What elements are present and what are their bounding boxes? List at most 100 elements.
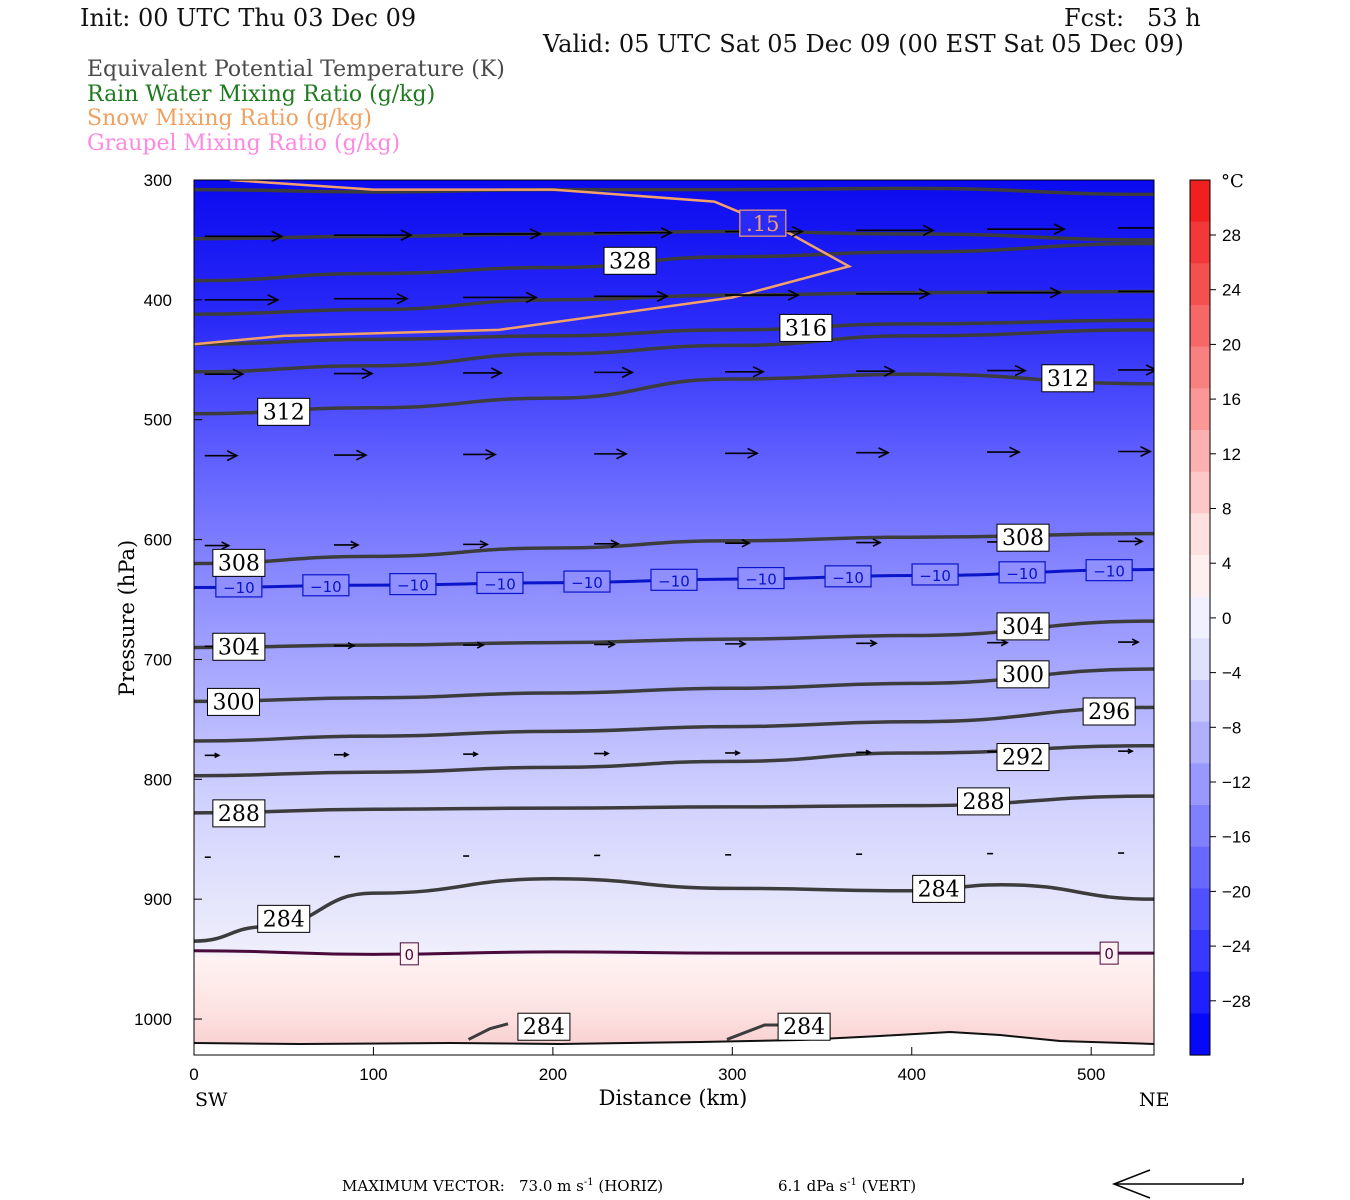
wind-vector <box>463 641 485 649</box>
colorbar-segment <box>1190 805 1210 848</box>
theta-e-contour-label: 284 <box>912 874 966 903</box>
wind-vector <box>204 230 284 243</box>
title-graupel: Graupel Mixing Ratio (g/kg) <box>87 131 401 156</box>
colorbar-segment <box>1190 888 1210 931</box>
horiz-vector-value: 73.0 m s-1 (HORIZ) <box>519 1177 663 1195</box>
colorbar-segment <box>1190 596 1210 639</box>
svg-text:308: 308 <box>218 551 260 576</box>
svg-text:284: 284 <box>783 1015 825 1040</box>
colorbar-segment <box>1190 846 1210 889</box>
wind-vector <box>594 227 673 239</box>
isotherm-label: −10 <box>215 575 263 598</box>
wind-vector <box>463 228 542 240</box>
svg-text:−10: −10 <box>1006 565 1038 583</box>
colorbar-segment <box>1190 346 1210 389</box>
wind-vector <box>1118 227 1154 229</box>
y-tick-label: 900 <box>144 890 172 909</box>
svg-text:−10: −10 <box>397 577 429 595</box>
wind-vector <box>1118 364 1154 376</box>
y-tick-label: 600 <box>144 531 172 550</box>
isotherm-label: −10 <box>737 566 785 590</box>
wind-vector <box>204 752 221 759</box>
theta-e-contour-label: 308 <box>996 523 1050 552</box>
wind-vector <box>463 448 497 461</box>
colorbar-segment <box>1190 555 1210 598</box>
x-tick-label: 500 <box>1077 1065 1105 1084</box>
colorbar-tick-label: −12 <box>1222 773 1251 792</box>
colorbar-tick-label: −8 <box>1222 718 1241 737</box>
wind-vector <box>856 749 872 756</box>
y-tick-label: 400 <box>144 291 172 310</box>
max-vector-label: MAXIMUM VECTOR: <box>342 1177 505 1195</box>
svg-text:312: 312 <box>1047 367 1089 392</box>
colorbar-tick-label: −28 <box>1222 992 1251 1011</box>
svg-text:−10: −10 <box>484 575 516 593</box>
isotherm-zero <box>194 949 1154 956</box>
colorbar-tick-label: −24 <box>1222 937 1251 956</box>
colorbar-segment <box>1190 971 1210 1014</box>
theta-e-contour-label: 308 <box>212 548 266 577</box>
colorbar-tick-label: −20 <box>1222 882 1251 901</box>
wind-vector <box>725 289 800 301</box>
wind-vector <box>333 292 409 305</box>
colorbar-tick-label: 24 <box>1222 281 1241 300</box>
isotherm-label: −10 <box>998 561 1046 584</box>
y-tick-label: 300 <box>144 171 172 190</box>
svg-text:316: 316 <box>785 316 827 341</box>
max-vector-arrow-icon <box>1111 1169 1244 1199</box>
theta-e-contour-312 <box>194 328 1154 374</box>
wind-vector <box>725 640 747 648</box>
colorbar-tick-label: −16 <box>1222 828 1251 847</box>
svg-text:0: 0 <box>1104 945 1114 963</box>
colorbar-segment <box>1190 263 1210 306</box>
colorbar-tick-label: 20 <box>1222 335 1241 354</box>
temperature-shading <box>194 180 1154 1055</box>
svg-text:300: 300 <box>1002 663 1044 688</box>
svg-text:288: 288 <box>963 790 1005 815</box>
wind-vector <box>987 286 1062 299</box>
wind-vector <box>204 294 280 306</box>
svg-text:304: 304 <box>1002 615 1044 640</box>
colorbar-segment <box>1190 680 1210 723</box>
x-tick-label: 0 <box>189 1065 198 1084</box>
wind-vector <box>333 367 374 380</box>
svg-text:−10: −10 <box>919 567 951 585</box>
isotherm-label: −10 <box>389 573 437 596</box>
colorbar-segment <box>1190 388 1210 431</box>
svg-text:−10: −10 <box>310 578 342 596</box>
wind-vector <box>725 538 751 548</box>
wind-vector <box>725 750 741 756</box>
colorbar-segment <box>1190 1013 1210 1056</box>
colorbar-segment <box>1190 180 1210 223</box>
colorbar-segment <box>1190 471 1210 514</box>
wind-vector <box>204 450 239 462</box>
x-tick-label: 200 <box>539 1065 567 1084</box>
theta-e-contour-label: 288 <box>957 787 1011 816</box>
theta-e-contour-300 <box>194 667 1154 704</box>
colorbar-segment <box>1190 221 1210 264</box>
sw-label: SW <box>195 1089 228 1111</box>
wind-vector <box>463 751 479 757</box>
init-time: Init: 00 UTC Thu 03 Dec 09 <box>80 4 417 32</box>
theta-e-contour-label: 312 <box>257 397 311 426</box>
svg-text:304: 304 <box>218 635 260 660</box>
wind-vector <box>594 366 634 379</box>
colorbar-segment <box>1190 638 1210 681</box>
wind-vector <box>987 364 1027 377</box>
theta-e-contour-label: 284 <box>257 904 311 933</box>
x-tick-label: 100 <box>359 1065 387 1084</box>
plot-frame <box>193 179 1155 1056</box>
svg-text:292: 292 <box>1002 746 1044 771</box>
snow-contour-label: .15 <box>739 209 787 237</box>
isotherm-label: 0 <box>1099 941 1119 965</box>
isotherm-label: −10 <box>563 570 611 593</box>
wind-vector <box>987 446 1021 458</box>
theta-e-contour-292 <box>194 744 1154 778</box>
theta-e-contour-label: 284 <box>517 1012 571 1041</box>
svg-text:−10: −10 <box>832 569 864 587</box>
colorbar-tick-label: 0 <box>1222 609 1231 628</box>
svg-text:284: 284 <box>918 877 960 902</box>
svg-text:284: 284 <box>523 1015 565 1040</box>
theta-e-contour-328 <box>194 186 1154 197</box>
svg-text:0: 0 <box>405 946 415 964</box>
